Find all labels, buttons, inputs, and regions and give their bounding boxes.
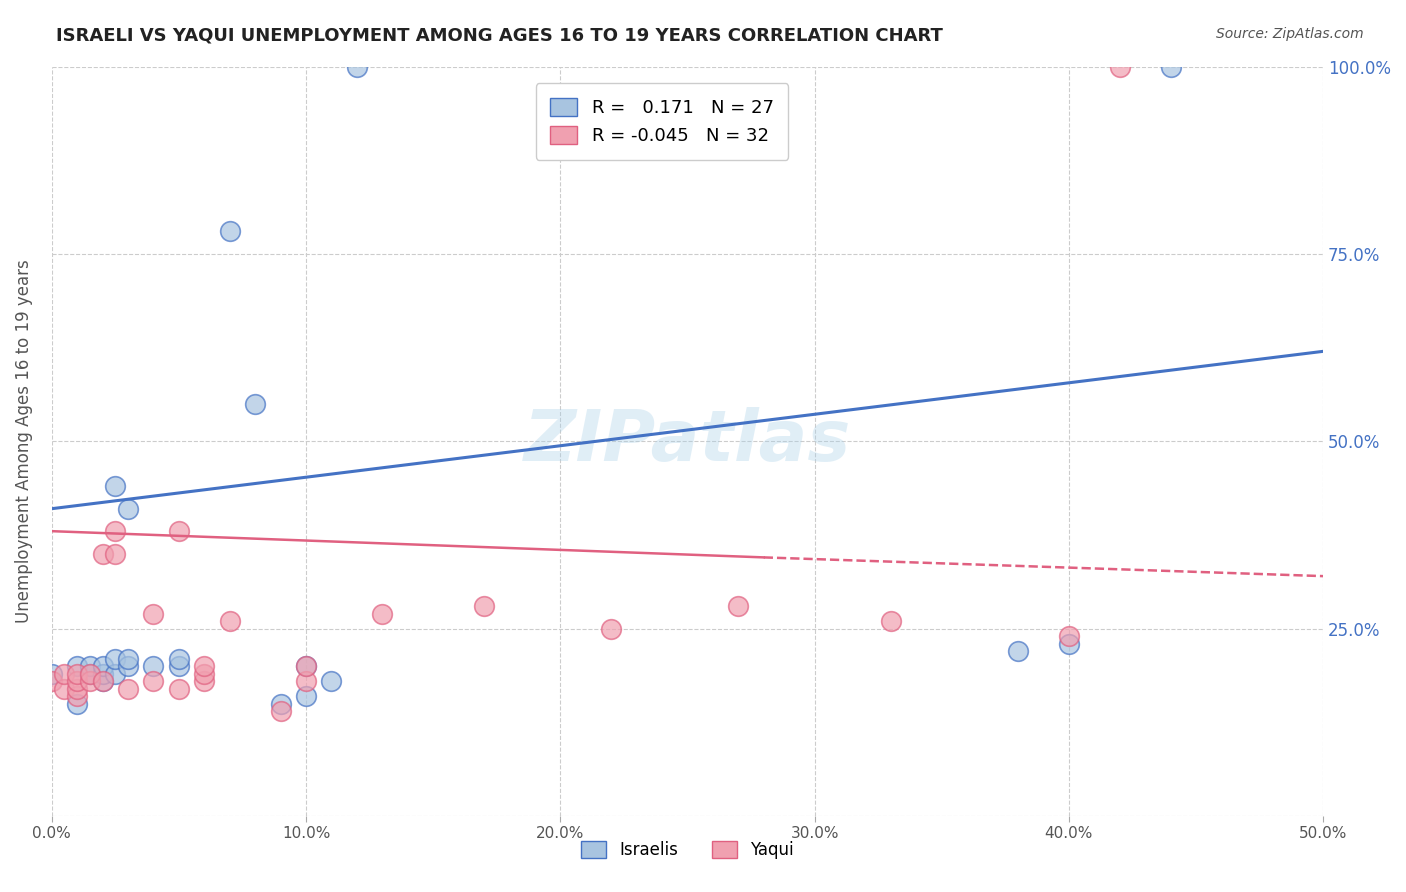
Point [295, 659, 318, 673]
Point [193, 659, 215, 673]
Point [117, 659, 139, 673]
Point [193, 666, 215, 681]
Point [218, 224, 240, 238]
Point [1057, 629, 1080, 643]
Point [66, 689, 89, 703]
Point [66, 666, 89, 681]
Point [270, 697, 292, 711]
Legend: R =   0.171   N = 27, R = -0.045   N = 32: R = 0.171 N = 27, R = -0.045 N = 32 [536, 83, 789, 160]
Point [79, 666, 101, 681]
Point [472, 599, 495, 613]
Point [91, 673, 114, 688]
Point [193, 673, 215, 688]
Point [79, 659, 101, 673]
Point [167, 651, 190, 665]
Point [295, 659, 318, 673]
Point [91, 547, 114, 561]
Point [270, 704, 292, 718]
Point [218, 614, 240, 628]
Point [1057, 636, 1080, 650]
Point [91, 673, 114, 688]
Point [79, 666, 101, 681]
Point [167, 524, 190, 538]
Point [104, 524, 127, 538]
Point [104, 547, 127, 561]
Point [66, 681, 89, 696]
Point [117, 501, 139, 516]
Point [117, 681, 139, 696]
Point [104, 666, 127, 681]
Point [295, 689, 318, 703]
Point [142, 673, 165, 688]
Y-axis label: Unemployment Among Ages 16 to 19 years: Unemployment Among Ages 16 to 19 years [15, 260, 32, 624]
Point [66, 673, 89, 688]
Point [167, 659, 190, 673]
Text: ISRAELI VS YAQUI UNEMPLOYMENT AMONG AGES 16 TO 19 YEARS CORRELATION CHART: ISRAELI VS YAQUI UNEMPLOYMENT AMONG AGES… [56, 27, 943, 45]
Point [41, 666, 63, 681]
Point [321, 673, 343, 688]
Point [91, 666, 114, 681]
Point [167, 681, 190, 696]
Point [91, 659, 114, 673]
Point [1108, 60, 1130, 74]
Point [66, 659, 89, 673]
Point [371, 607, 394, 621]
Point [104, 479, 127, 493]
Point [880, 614, 903, 628]
Point [41, 673, 63, 688]
Point [142, 659, 165, 673]
Point [53, 666, 76, 681]
Text: ZIPatlas: ZIPatlas [524, 407, 851, 475]
Point [600, 622, 623, 636]
Point [117, 651, 139, 665]
Point [79, 673, 101, 688]
Point [727, 599, 749, 613]
Point [104, 651, 127, 665]
Point [1007, 644, 1029, 658]
Point [295, 673, 318, 688]
Text: Source: ZipAtlas.com: Source: ZipAtlas.com [1216, 27, 1364, 41]
Point [1160, 60, 1182, 74]
Point [346, 60, 368, 74]
Point [66, 697, 89, 711]
Point [243, 397, 266, 411]
Point [53, 681, 76, 696]
Point [142, 607, 165, 621]
